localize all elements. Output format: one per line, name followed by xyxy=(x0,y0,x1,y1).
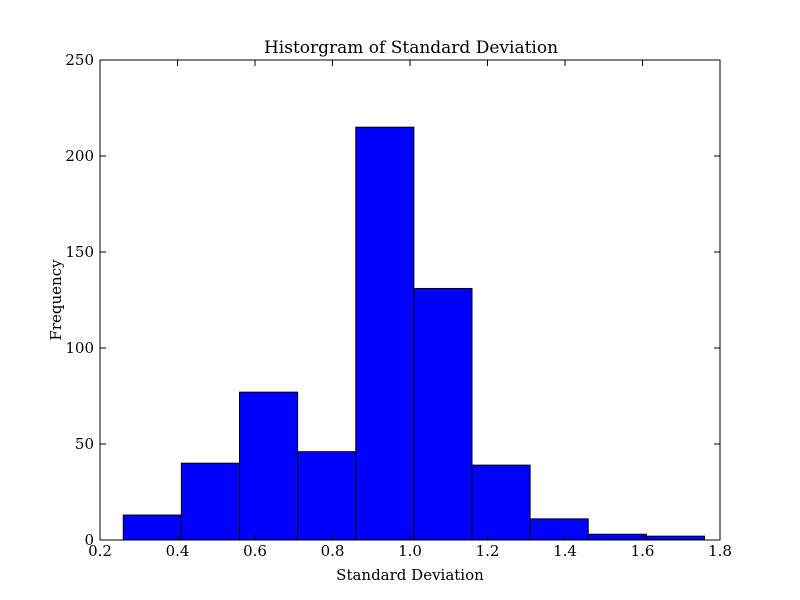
histogram-bar xyxy=(180,462,240,541)
histogram-bar xyxy=(645,535,705,541)
histogram-bar xyxy=(471,464,531,541)
y-tick-label: 200 xyxy=(65,147,94,165)
histogram-bar xyxy=(355,126,415,541)
y-axis-label: Frequency xyxy=(47,259,65,341)
histogram-bar xyxy=(529,518,589,541)
x-tick-label: 1.0 xyxy=(398,542,422,560)
x-tick-label: 1.4 xyxy=(553,542,577,560)
y-tick-label: 50 xyxy=(75,435,94,453)
histogram-bar xyxy=(587,533,647,541)
x-tick-label: 0.6 xyxy=(243,542,267,560)
chart-title: Historgram of Standard Deviation xyxy=(264,38,558,58)
y-tick-label: 100 xyxy=(65,339,94,357)
bars-group xyxy=(122,126,705,541)
y-tick-label: 0 xyxy=(84,531,94,549)
plot-frame xyxy=(99,59,721,541)
x-tick-label: 0.8 xyxy=(321,542,345,560)
histogram-bar xyxy=(122,514,182,541)
histogram-bar xyxy=(297,451,357,541)
ticks-group: 0.2 0.4 0.6 0.8 1.0 1.2 1.4 1.6 1.8 0 50 100 150 200 2… xyxy=(65,51,732,560)
histogram-bar xyxy=(413,287,473,541)
x-tick-label: 1.2 xyxy=(476,542,500,560)
histogram-bar xyxy=(239,391,299,541)
y-tick-label: 250 xyxy=(65,51,94,69)
x-tick-label: 0.2 xyxy=(88,542,112,560)
x-tick-label: 1.8 xyxy=(708,542,732,560)
y-tick-label: 150 xyxy=(65,243,94,261)
x-tick-label: 0.4 xyxy=(166,542,190,560)
x-axis-label: Standard Deviation xyxy=(336,566,484,584)
x-tick-label: 1.6 xyxy=(631,542,655,560)
